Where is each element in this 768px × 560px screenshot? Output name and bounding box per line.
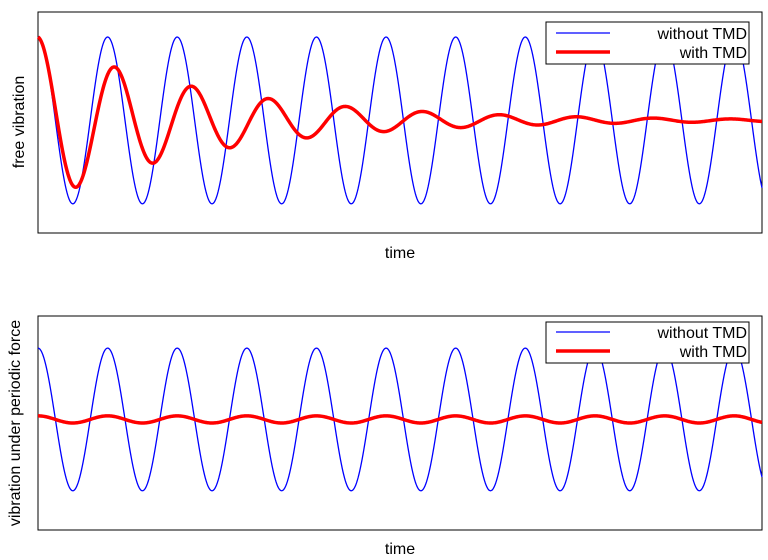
legend-box xyxy=(545,21,750,65)
legend-label-without-tmd: without TMD xyxy=(656,325,747,342)
chart-free-vibration: time free vibration without TMD with TMD xyxy=(11,11,763,262)
series-line-with-tmd xyxy=(37,414,763,425)
legend-label-with-tmd: with TMD xyxy=(679,45,747,62)
series-line-with-tmd xyxy=(36,35,763,190)
y-axis-label: vibration under periodic force xyxy=(7,320,24,526)
plot-frame xyxy=(37,11,763,234)
series-line-without-tmd xyxy=(37,36,763,205)
legend-box xyxy=(545,321,750,364)
legend: without TMD with TMD xyxy=(545,321,750,364)
series-group xyxy=(36,35,763,205)
series-group xyxy=(37,347,763,492)
legend-label-without-tmd: without TMD xyxy=(656,26,747,43)
plot-frame xyxy=(37,315,763,531)
legend-label-with-tmd: with TMD xyxy=(679,344,747,361)
y-axis-label: free vibration xyxy=(11,76,28,169)
x-axis-label: time xyxy=(385,541,415,558)
legend: without TMD with TMD xyxy=(545,21,750,65)
x-axis-label: time xyxy=(385,245,415,262)
chart-periodic-force: time vibration under periodic force with… xyxy=(7,315,763,558)
series-line-without-tmd xyxy=(37,347,763,492)
